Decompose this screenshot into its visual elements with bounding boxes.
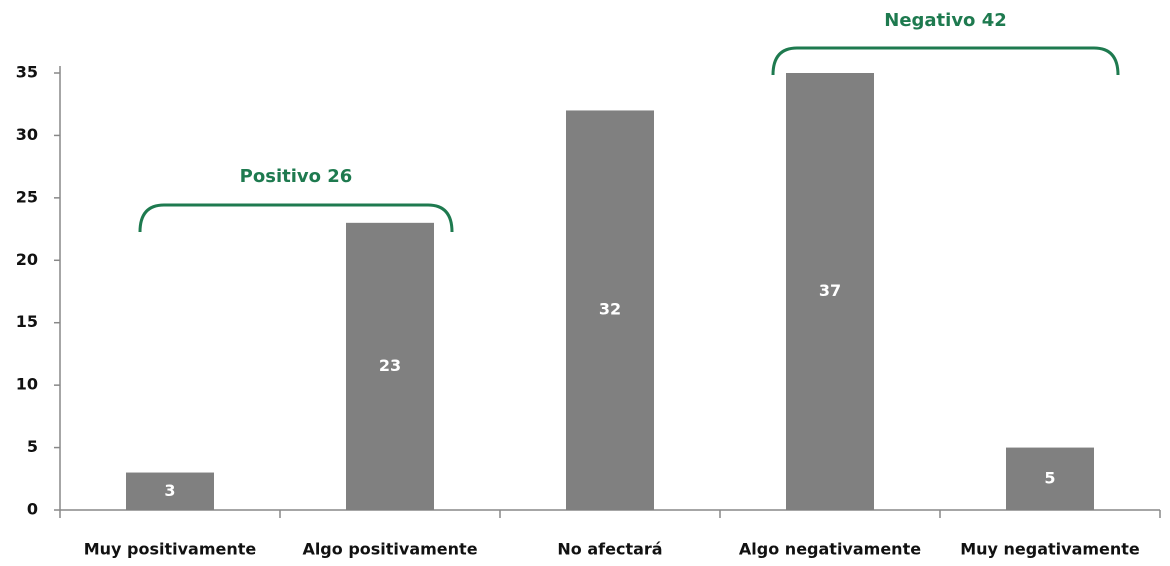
bar [786,73,874,510]
y-tick-label: 5 [27,437,38,456]
data-label: 23 [379,356,401,375]
bar [566,110,654,510]
bar [1006,447,1094,510]
y-tick-label: 10 [16,375,38,394]
x-tick-label: Algo positivamente [302,540,477,559]
y-tick-label: 30 [16,125,38,144]
data-label: 5 [1044,468,1055,487]
x-tick-label: No afectará [557,540,662,559]
data-label: 32 [599,300,621,319]
x-tick-label: Algo negativamente [739,540,921,559]
y-tick-label: 20 [16,250,38,269]
x-tick-label: Muy negativamente [960,540,1140,559]
bar [126,472,214,510]
annotation: Negativo 42 [884,10,1007,31]
bar [346,222,434,510]
data-label: 3 [164,481,175,500]
y-tick-label: 25 [16,187,38,206]
plot-area [126,73,1094,510]
annotation: Positivo 26 [240,166,353,187]
y-tick-label: 15 [16,312,38,331]
x-tick-label: Muy positivamente [84,540,257,559]
y-tick-label: 0 [27,500,38,519]
bracket [138,203,454,233]
bracket [771,46,1120,76]
y-tick-label: 35 [16,63,38,82]
data-label: 37 [819,281,841,300]
